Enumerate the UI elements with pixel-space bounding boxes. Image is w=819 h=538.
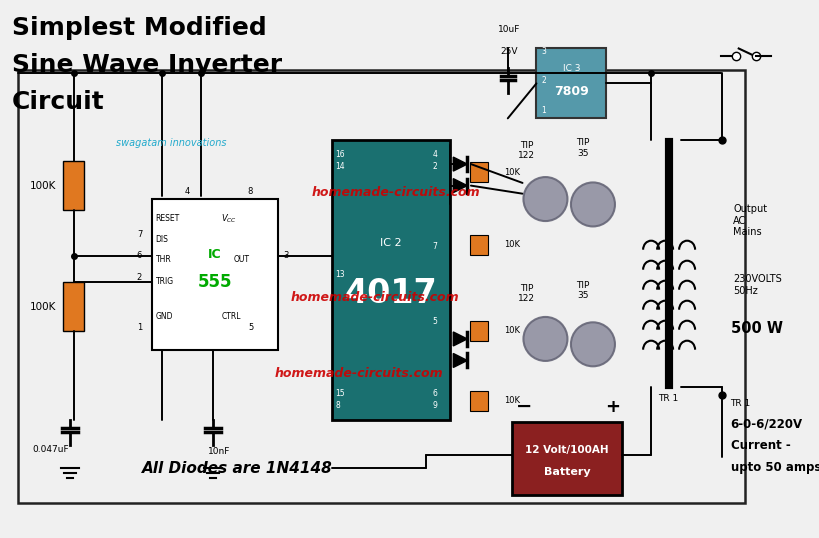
Text: 7: 7: [432, 242, 437, 251]
Text: 16: 16: [336, 150, 346, 159]
Polygon shape: [453, 332, 468, 346]
Text: 9: 9: [432, 401, 437, 409]
Text: 2: 2: [137, 273, 143, 282]
Text: TRIG: TRIG: [156, 278, 174, 286]
Text: Battery: Battery: [544, 467, 590, 477]
Text: 10uF: 10uF: [498, 25, 521, 34]
Text: 13: 13: [336, 270, 346, 279]
Bar: [152, 199, 278, 350]
Text: 7: 7: [137, 230, 143, 239]
Text: Current -: Current -: [731, 439, 790, 452]
Text: All Diodes are 1N4148: All Diodes are 1N4148: [143, 462, 333, 477]
Text: 500 W: 500 W: [731, 321, 782, 336]
Text: 0.047uF: 0.047uF: [33, 445, 69, 454]
Text: 230VOLTS
50Hz: 230VOLTS 50Hz: [733, 274, 782, 296]
Text: 4: 4: [184, 187, 190, 196]
Text: +: +: [605, 398, 620, 416]
Text: 555: 555: [197, 273, 233, 291]
Text: 1: 1: [541, 107, 546, 115]
Text: homemade-circuits.com: homemade-circuits.com: [311, 186, 480, 200]
Text: 10K: 10K: [504, 168, 520, 176]
Text: −: −: [516, 398, 532, 416]
Text: 1: 1: [137, 323, 143, 332]
Text: TIP
122: TIP 122: [518, 284, 535, 303]
Text: 3: 3: [283, 251, 289, 260]
Bar: [470, 391, 488, 411]
Text: 4: 4: [432, 150, 437, 159]
Text: 10K: 10K: [504, 397, 520, 405]
Text: 6: 6: [137, 251, 143, 260]
Text: 8: 8: [336, 401, 341, 409]
Text: 4017: 4017: [345, 277, 437, 310]
Text: 2: 2: [541, 76, 546, 86]
Text: TR 1: TR 1: [731, 399, 751, 408]
Text: 7809: 7809: [554, 86, 589, 98]
Text: TIP
35: TIP 35: [577, 281, 590, 300]
Circle shape: [571, 182, 615, 226]
Text: swagatam innovations: swagatam innovations: [116, 138, 227, 147]
Text: 8: 8: [248, 187, 253, 196]
Text: 2: 2: [432, 162, 437, 171]
Text: 10nF: 10nF: [208, 448, 231, 456]
Text: 5: 5: [248, 323, 253, 332]
Text: OUT: OUT: [234, 255, 250, 264]
Text: 14: 14: [336, 162, 346, 171]
Text: 3: 3: [541, 47, 546, 56]
Polygon shape: [453, 353, 468, 367]
Bar: [64, 161, 84, 210]
Bar: [18, 70, 745, 503]
Bar: [536, 48, 606, 118]
Circle shape: [571, 322, 615, 366]
Text: upto 50 amps: upto 50 amps: [731, 461, 819, 474]
Text: 10K: 10K: [504, 240, 520, 249]
Text: IC: IC: [208, 249, 222, 261]
Text: 5: 5: [432, 317, 437, 326]
Bar: [470, 321, 488, 341]
Bar: [470, 235, 488, 255]
Text: 100K: 100K: [29, 302, 56, 312]
Text: 100K: 100K: [29, 181, 56, 190]
Text: CTRL: CTRL: [221, 312, 241, 321]
Text: TR 1: TR 1: [658, 394, 678, 403]
Text: Circuit: Circuit: [12, 90, 105, 114]
Text: THR: THR: [156, 255, 171, 264]
Text: DIS: DIS: [156, 235, 169, 244]
Text: 25V: 25V: [500, 47, 518, 56]
Polygon shape: [453, 179, 468, 193]
Bar: [64, 282, 84, 331]
Bar: [332, 140, 450, 420]
Circle shape: [523, 177, 568, 221]
Text: 10K: 10K: [504, 327, 520, 335]
Text: GND: GND: [156, 312, 173, 321]
Text: 15: 15: [336, 388, 346, 398]
Text: Output
AC
Mains: Output AC Mains: [733, 204, 767, 237]
Bar: [512, 422, 622, 495]
Text: IC 2: IC 2: [380, 238, 402, 249]
Text: 12 Volt/100AH: 12 Volt/100AH: [525, 445, 609, 455]
Text: TIP
122: TIP 122: [518, 141, 535, 160]
Text: Simplest Modified: Simplest Modified: [12, 16, 267, 40]
Text: TIP
35: TIP 35: [577, 138, 590, 158]
Circle shape: [523, 317, 568, 361]
Text: homemade-circuits.com: homemade-circuits.com: [291, 291, 459, 305]
Bar: [470, 162, 488, 182]
Text: homemade-circuits.com: homemade-circuits.com: [274, 366, 443, 380]
Text: RESET: RESET: [156, 214, 179, 223]
Text: IC 3: IC 3: [563, 63, 580, 73]
Text: 6-0-6/220V: 6-0-6/220V: [731, 417, 803, 431]
Text: $V_{CC}$: $V_{CC}$: [221, 213, 238, 225]
Text: 6: 6: [432, 388, 437, 398]
Text: Sine Wave Inverter: Sine Wave Inverter: [12, 53, 282, 77]
Polygon shape: [453, 157, 468, 171]
